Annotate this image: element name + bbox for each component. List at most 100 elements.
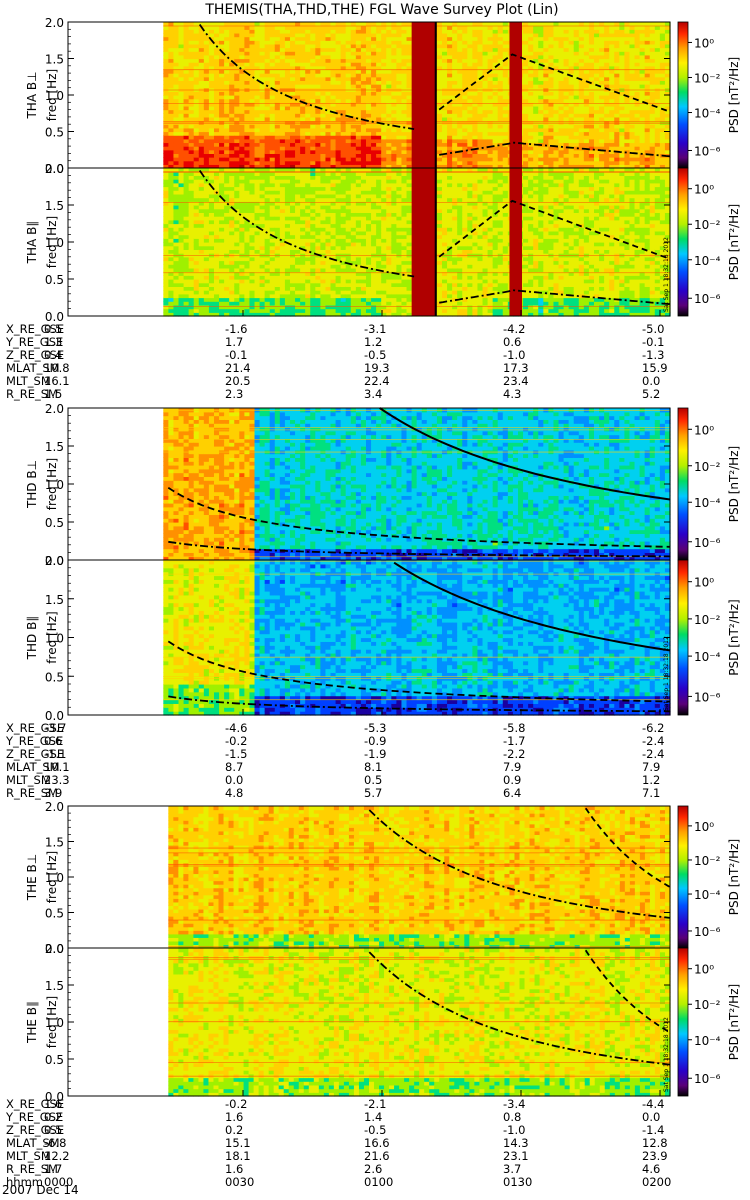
spectrogram-cell (320, 138, 327, 144)
spectrogram-cell (345, 127, 352, 133)
spectrogram-cell (208, 249, 215, 254)
spectrogram-cell (188, 95, 195, 100)
spectrogram-cell (193, 25, 200, 30)
spectrogram-cell (219, 223, 225, 228)
spectrogram-cell (229, 22, 235, 27)
spectrogram-cell (203, 127, 210, 133)
spectrogram-cell (386, 105, 392, 111)
spectrogram-cell (659, 120, 666, 125)
spectrogram-cell (614, 131, 620, 136)
spectrogram-cell (163, 29, 169, 34)
spectrogram-cell (543, 91, 549, 96)
spectrogram-cell (634, 160, 641, 165)
spectrogram-cell (208, 120, 215, 125)
spectrogram-cell (198, 76, 205, 81)
spectrogram-cell (543, 32, 549, 38)
spectrogram-cell (624, 157, 631, 162)
spectrogram-cell (594, 58, 600, 63)
spectrogram-cell (543, 124, 549, 129)
spectrogram-cell (305, 138, 311, 144)
spectrogram-cell (178, 242, 185, 247)
spectrogram-cell (335, 69, 342, 74)
spectrogram-cell (193, 109, 200, 114)
spectrogram-cell (487, 25, 494, 30)
spectrogram-cell (487, 84, 494, 89)
spectrogram-cell (264, 160, 271, 165)
spectrogram-cell (452, 102, 458, 107)
spectrogram-cell (300, 98, 306, 103)
spectrogram-cell (295, 153, 301, 158)
spectrogram-cell (198, 179, 205, 184)
spectrogram-cell (274, 216, 281, 221)
spectrogram-cell (178, 62, 185, 67)
spectrogram-cell (254, 168, 261, 173)
spectrogram-cell (310, 80, 316, 85)
spectrogram-cell (264, 47, 271, 52)
spectrogram-cell (229, 238, 235, 243)
spectrogram-cell (563, 109, 570, 114)
spectrogram-cell (183, 91, 190, 96)
spectrogram-cell (619, 164, 625, 169)
spectrogram-cell (244, 223, 251, 228)
spectrogram-cell (269, 168, 276, 173)
spectrogram-cell (604, 84, 610, 89)
spectrogram-cell (279, 65, 286, 71)
spectrogram-cell (396, 157, 403, 162)
spectrogram-cell (244, 138, 251, 144)
spectrogram-cell (264, 51, 271, 56)
spectrogram-cell (659, 73, 666, 78)
spectrogram-cell (436, 22, 443, 27)
spectrogram-cell (269, 264, 276, 269)
spectrogram-cell (401, 40, 408, 45)
spectrogram-cell (300, 80, 306, 85)
spectrogram-cell (639, 95, 646, 100)
spectrogram-cell (244, 29, 251, 34)
spectrogram-cell (244, 216, 251, 221)
spectrogram-cell (264, 22, 271, 27)
spectrogram-cell (330, 138, 337, 144)
spectrogram-cell (284, 84, 291, 89)
spectrogram-cell (183, 32, 190, 38)
spectrogram-cell (274, 142, 281, 147)
spectrogram-cell (219, 146, 225, 151)
spectrogram-cell (614, 54, 620, 60)
spectrogram-cell (568, 135, 575, 140)
spectrogram-cell (578, 40, 585, 45)
spectrogram-cell (173, 260, 180, 265)
spectrogram-cell (588, 36, 595, 41)
spectrogram-cell (614, 142, 620, 147)
spectrogram-cell (583, 54, 590, 60)
spectrogram-cell (269, 36, 276, 41)
spectrogram-cell (614, 157, 620, 162)
spectrogram-cell (594, 47, 600, 52)
spectrogram-cell (284, 32, 291, 38)
spectrogram-cell (604, 91, 610, 96)
spectrogram-cell (163, 242, 169, 247)
spectrogram-cell (573, 69, 580, 74)
spectrogram-cell (634, 116, 641, 122)
spectrogram-cell (599, 102, 605, 107)
spectrogram-cell (224, 65, 230, 71)
spectrogram-cell (168, 230, 175, 236)
spectrogram-cell (295, 73, 301, 78)
spectrogram-cell (477, 58, 484, 63)
spectrogram-cell (295, 157, 301, 162)
spectrogram-cell (269, 116, 276, 122)
spectrogram-cell (168, 58, 175, 63)
spectrogram-cell (462, 22, 468, 27)
spectrogram-cell (173, 138, 180, 144)
spectrogram-cell (254, 131, 261, 136)
spectrogram-cell (563, 73, 570, 78)
spectrogram-cell (193, 301, 200, 306)
spectrogram-cell (213, 95, 220, 100)
spectrogram-cell (239, 69, 245, 74)
spectrogram-cell (173, 219, 180, 225)
spectrogram-cell (198, 32, 205, 38)
spectrogram-cell (269, 175, 276, 180)
spectrogram-cell (224, 312, 230, 317)
spectrogram-cell (163, 124, 169, 129)
spectrogram-cell (594, 160, 600, 165)
spectrogram-cell (502, 95, 509, 100)
spectrogram-cell (249, 297, 256, 302)
spectrogram-cell (269, 54, 276, 60)
